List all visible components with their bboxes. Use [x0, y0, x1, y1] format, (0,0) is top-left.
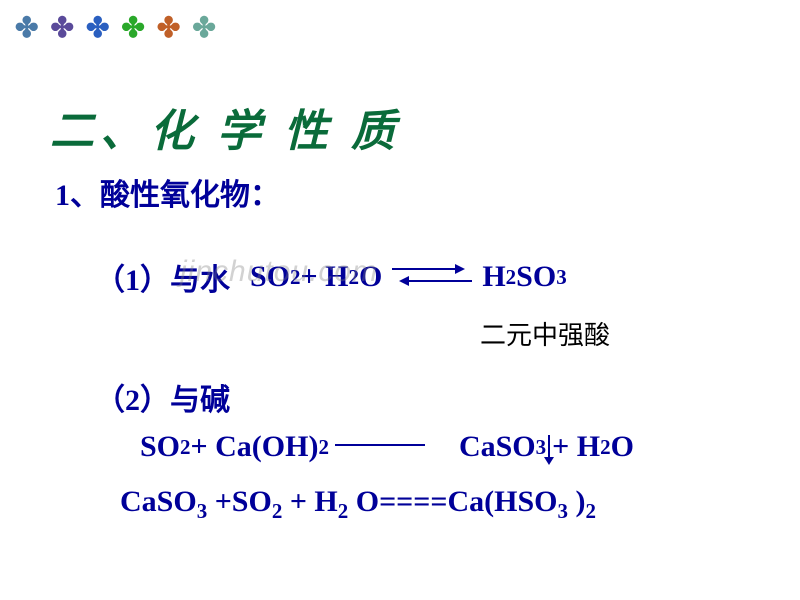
sub: 2	[272, 499, 283, 523]
cross-icon: ✤	[157, 15, 180, 43]
product-h: H	[482, 260, 505, 294]
acid-strength-note: 二元中强酸	[480, 315, 610, 352]
sub: 2	[585, 499, 596, 523]
sub1-label: （1）与水	[95, 255, 230, 299]
sub: 3	[557, 499, 568, 523]
sub: 2	[600, 435, 611, 460]
equation-so2-caoh2: SO2 + Ca(OH)2 CaSO3 + H2O	[140, 430, 634, 464]
sub: 3	[536, 435, 547, 460]
caso3: CaSO	[459, 430, 536, 464]
sub: 2	[318, 435, 329, 460]
section-title: 二、化 学 性 质	[50, 95, 401, 159]
sub: 2	[348, 265, 359, 290]
reaction-line-icon	[335, 444, 425, 446]
equilibrium-arrows-icon	[392, 262, 472, 292]
rest: O====Ca(HSO	[356, 485, 558, 518]
product-so: SO	[516, 260, 556, 294]
cross-icon: ✤	[15, 15, 38, 43]
o: O	[611, 430, 634, 464]
so2: SO	[140, 430, 180, 464]
caso3: CaSO	[120, 485, 197, 518]
caoh2: + Ca(OH)	[191, 430, 319, 464]
o: O	[359, 260, 382, 294]
cross-icon: ✤	[50, 15, 73, 43]
cross-icon: ✤	[86, 15, 109, 43]
so2: +SO	[215, 485, 272, 518]
precipitate-arrow-icon	[548, 435, 550, 459]
reaction-with-base-label: （2）与碱	[95, 375, 230, 419]
cross-icon: ✤	[192, 15, 215, 43]
close-paren: )	[575, 485, 585, 518]
reactant-so2: SO	[250, 260, 290, 294]
sub: 3	[197, 499, 208, 523]
equation-caso3-so2-h2o: CaSO3 +SO2 + H2 O====Ca(HSO3 )2	[120, 485, 596, 524]
sub: 3	[556, 265, 567, 290]
h2o-eq-cahso3: + H	[290, 485, 338, 518]
reaction-with-water: （1）与水 SO2 + H2O H2SO3	[95, 255, 567, 299]
decorative-crosses: ✤ ✤ ✤ ✤ ✤ ✤	[15, 15, 216, 43]
item-acidic-oxide: 1、酸性氧化物：	[55, 170, 280, 214]
sub: 2	[180, 435, 191, 460]
cross-icon: ✤	[121, 15, 144, 43]
plus-h: + H	[552, 430, 600, 464]
sub: 2	[290, 265, 301, 290]
plus-h: + H	[301, 260, 349, 294]
sub: 2	[506, 265, 517, 290]
sub: 2	[338, 499, 349, 523]
